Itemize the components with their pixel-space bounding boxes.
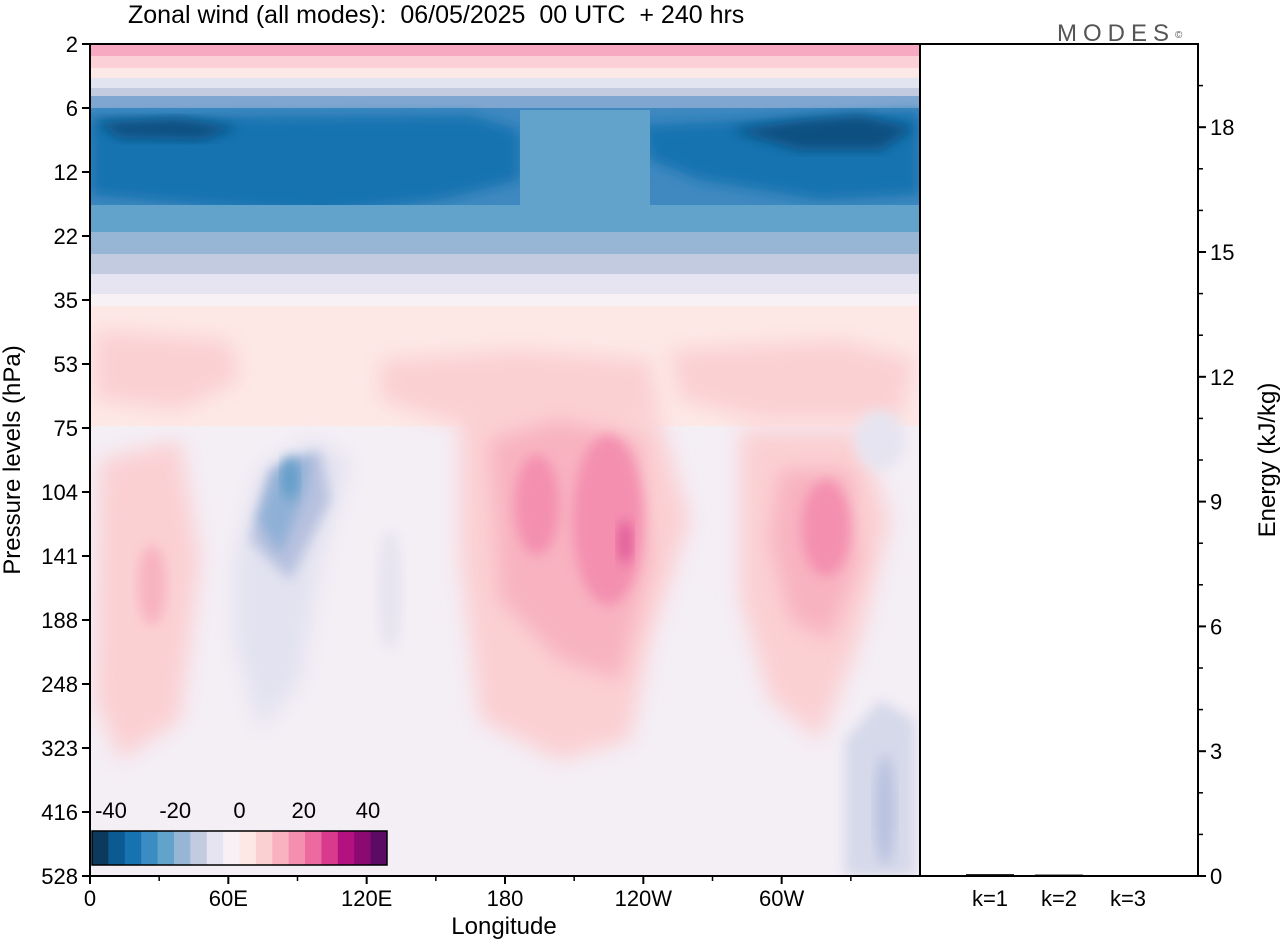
- x-tick-label: 60W: [759, 886, 804, 911]
- colorbar-labels: -40 -20 0 20 40: [95, 798, 380, 823]
- colorbar-swatch: [370, 831, 388, 865]
- energy-category-label: k=2: [1041, 886, 1077, 911]
- energy-bar: [1104, 875, 1152, 877]
- colorbar-swatch: [255, 831, 273, 865]
- energy-panel-frame: [919, 43, 1199, 877]
- colorbar-swatch: [239, 831, 257, 865]
- colorbar-swatch: [223, 831, 240, 865]
- x-axis: 0 60E 120E 180 120W 60W: [84, 876, 852, 911]
- y-tick-label: 2: [66, 32, 78, 57]
- chart-title: Zonal wind (all modes): 06/05/2025 00 UT…: [128, 1, 745, 29]
- y-tick-label: 12: [54, 160, 78, 185]
- y-tick-label: 323: [41, 736, 78, 761]
- energy-tick-label: 0: [1210, 864, 1222, 889]
- colorbar-swatch: [190, 831, 208, 865]
- energy-tick-label: 9: [1210, 490, 1222, 515]
- energy-bar: [966, 874, 1014, 876]
- y-axis: 2 6 12 22 35 53 75 104 141 188 248 323 416 528: [41, 32, 90, 889]
- energy-axis: 0 3 6 9 12 15 18: [1198, 84, 1234, 889]
- y-tick-label: 416: [41, 800, 78, 825]
- y-tick-label: 75: [54, 416, 78, 441]
- x-tick-label: 120E: [341, 886, 392, 911]
- colorbar-swatch: [206, 831, 224, 865]
- energy-tick-label: 12: [1210, 365, 1234, 390]
- y-tick-label: 104: [41, 480, 78, 505]
- colorbar-tick-label: 40: [356, 798, 380, 823]
- colorbar-swatch: [305, 831, 322, 865]
- brand-text: MODES: [1057, 20, 1176, 47]
- colorbar-tick-label: 0: [233, 798, 245, 823]
- x-axis-title: Longitude: [451, 913, 556, 940]
- colorbar-swatch: [321, 831, 339, 865]
- brand-mark: ©: [1175, 30, 1183, 41]
- x-tick-label: 60E: [209, 886, 248, 911]
- colorbar-swatch: [108, 831, 126, 865]
- energy-category-label: k=1: [972, 886, 1008, 911]
- x-tick-label: 0: [84, 886, 96, 911]
- energy-category-label: k=3: [1110, 886, 1146, 911]
- colorbar-tick-label: -20: [159, 798, 191, 823]
- energy-axis-title: Energy (kJ/kg): [1254, 383, 1280, 538]
- x-tick-label: 120W: [615, 886, 673, 911]
- energy-tick-label: 18: [1210, 115, 1234, 140]
- colorbar-swatch: [141, 831, 159, 865]
- colorbar-swatch: [173, 831, 191, 865]
- colorbar-tick-label: 20: [292, 798, 316, 823]
- energy-tick-label: 6: [1210, 614, 1222, 639]
- y-axis-title: Pressure levels (hPa): [0, 345, 26, 574]
- y-tick-label: 528: [41, 864, 78, 889]
- y-tick-label: 188: [41, 608, 78, 633]
- energy-tick-label: 3: [1210, 739, 1222, 764]
- colorbar-swatch: [272, 831, 290, 865]
- colorbar-swatch: [337, 831, 355, 865]
- energy-tick-label: 15: [1210, 240, 1234, 265]
- colorbar-swatch: [92, 831, 109, 865]
- y-tick-label: 53: [54, 352, 78, 377]
- colorbar-tick-label: -40: [95, 798, 127, 823]
- y-tick-label: 22: [54, 224, 78, 249]
- y-tick-label: 248: [41, 672, 78, 697]
- colorbar-swatch: [124, 831, 142, 865]
- energy-bars: [966, 874, 1152, 877]
- energy-bar: [1035, 874, 1083, 877]
- colorbar-swatch: [157, 831, 175, 865]
- colorbar: [91, 830, 388, 866]
- colorbar-swatch: [288, 831, 306, 865]
- modes-logo: MODES©: [1057, 20, 1182, 48]
- y-tick-label: 141: [41, 544, 78, 569]
- colorbar-frame: [91, 830, 388, 866]
- y-tick-label: 35: [54, 288, 78, 313]
- heatmap-field: [90, 44, 920, 876]
- y-tick-label: 6: [66, 96, 78, 121]
- energy-x-axis: k=1 k=2 k=3: [972, 886, 1146, 911]
- x-tick-label: 180: [487, 886, 524, 911]
- colorbar-swatch: [354, 831, 372, 865]
